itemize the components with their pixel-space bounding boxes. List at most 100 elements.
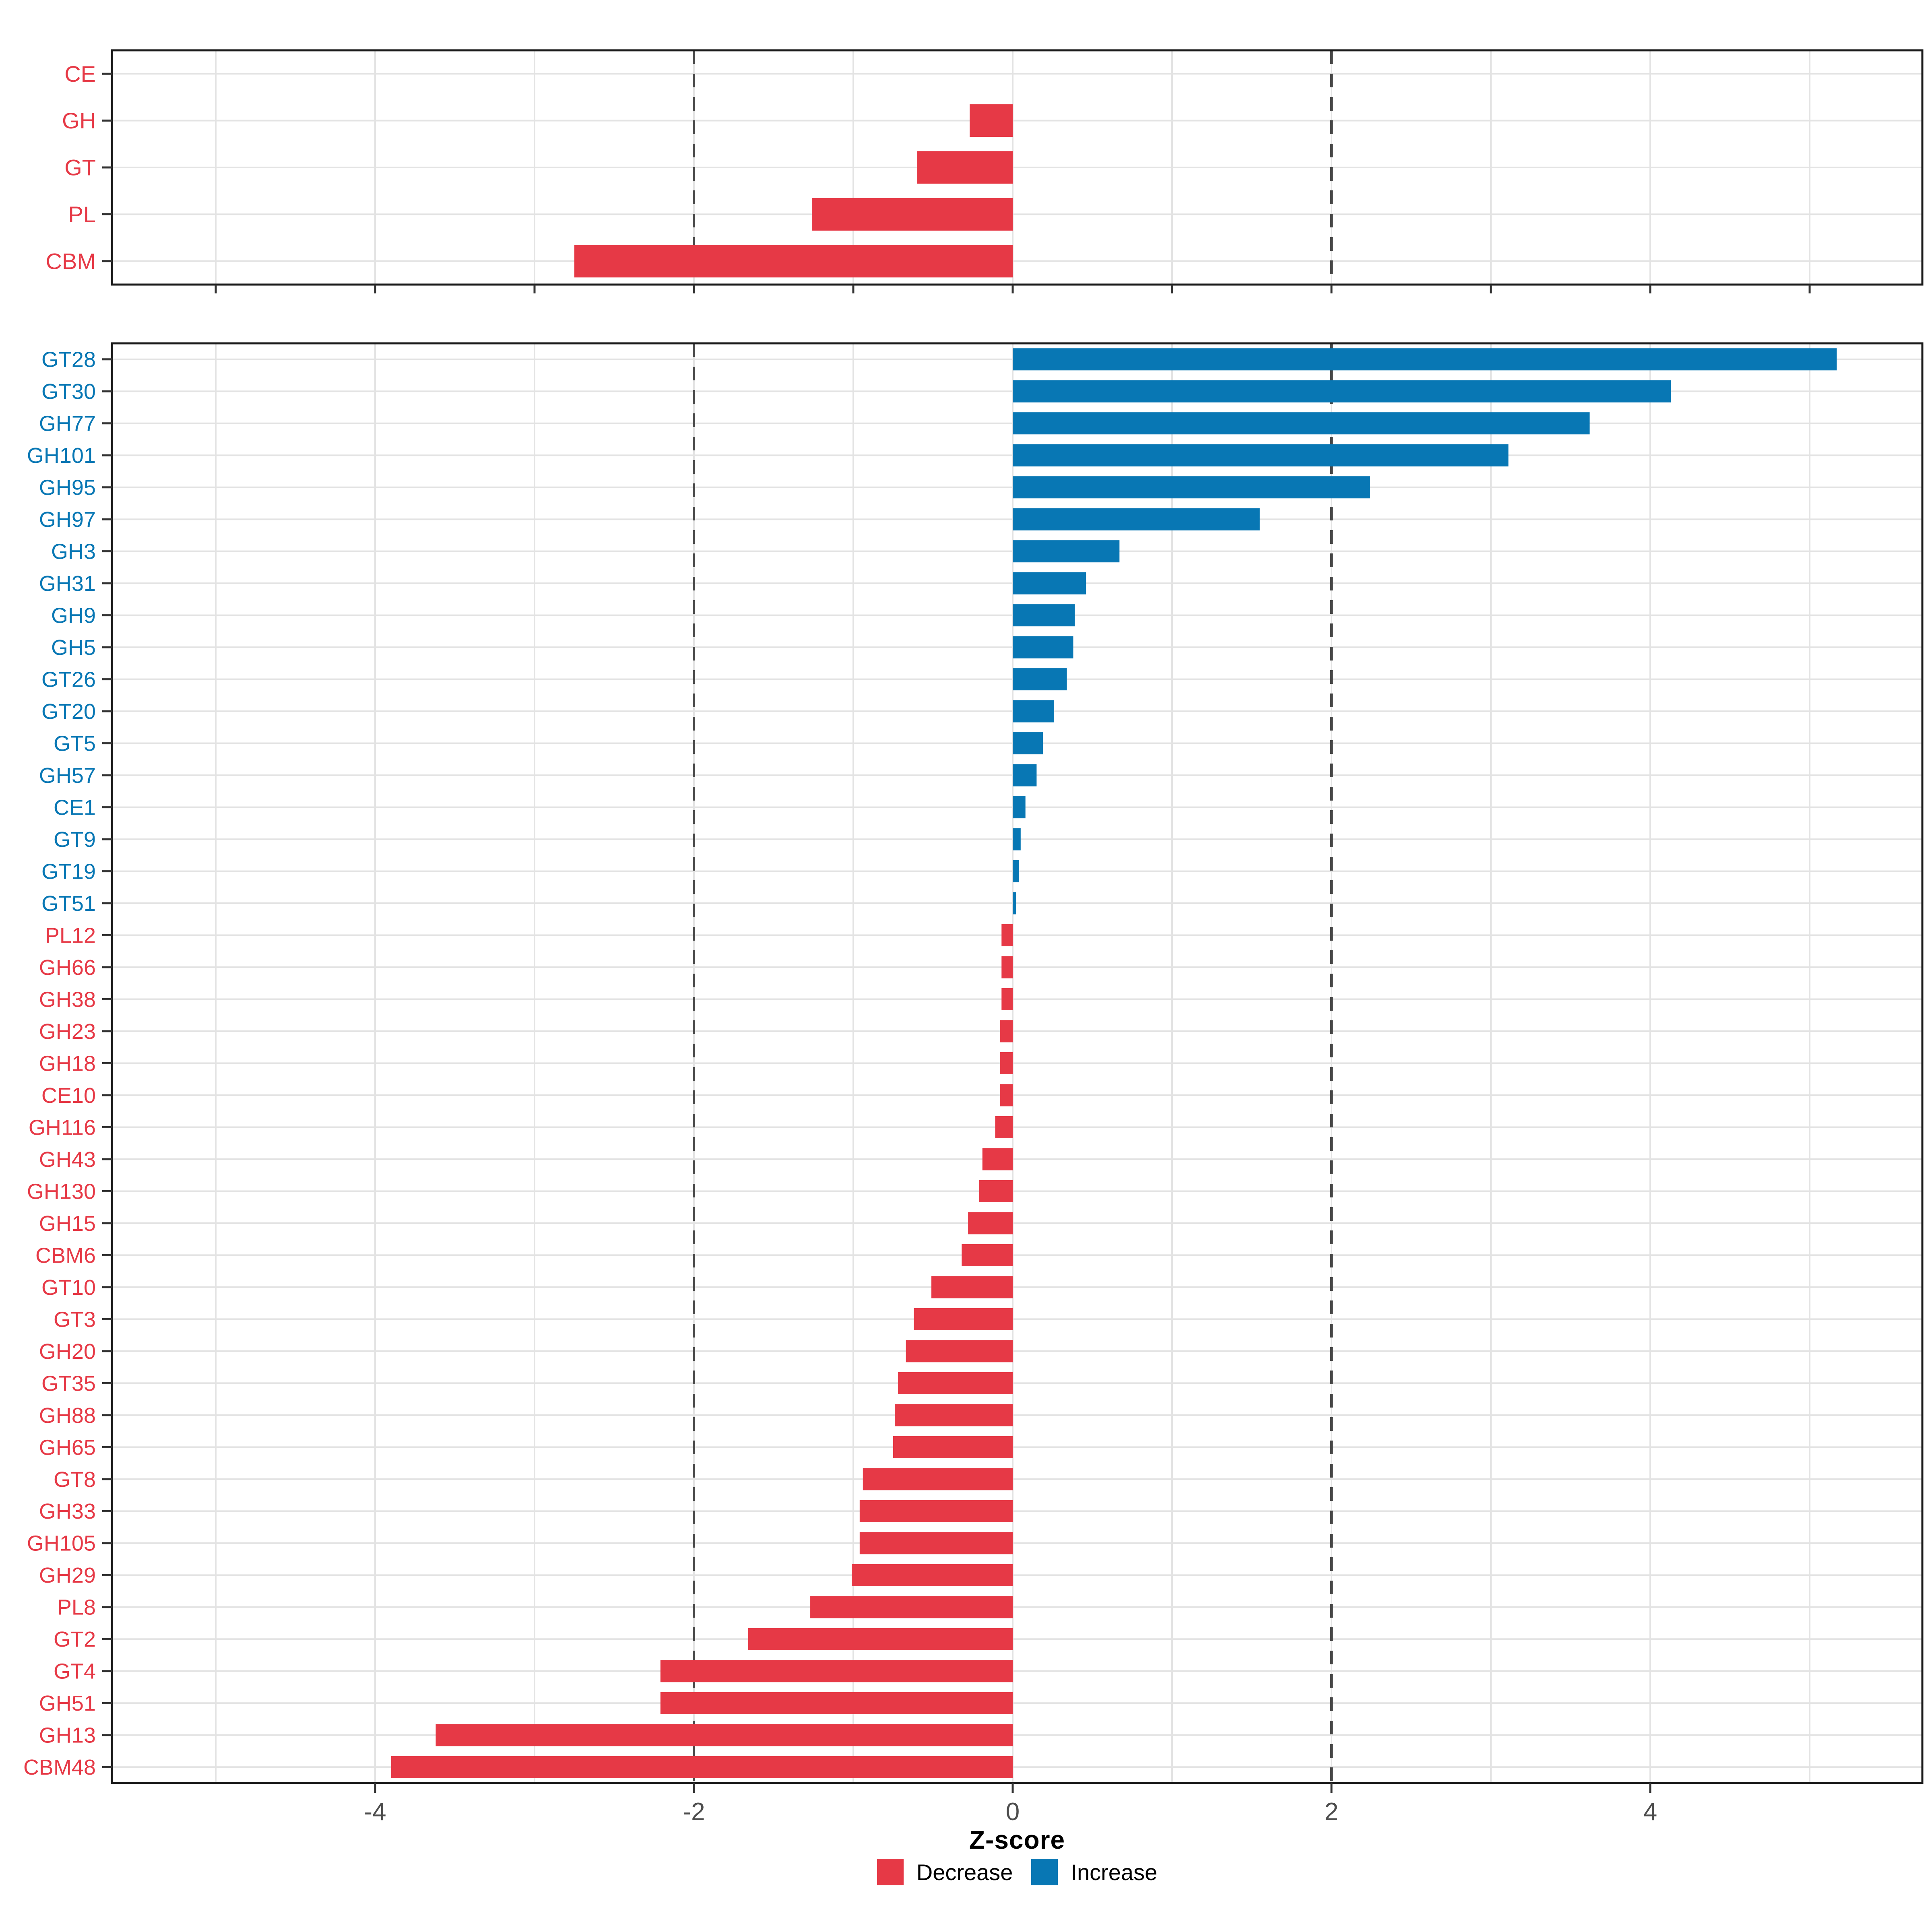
bar-CE10	[1000, 1084, 1013, 1106]
bar-GT28	[1013, 348, 1837, 371]
bar-GH20	[906, 1340, 1013, 1362]
row-label-GT35: GT35	[41, 1371, 96, 1395]
bar-GT26	[1013, 668, 1067, 691]
row-label-GT28: GT28	[41, 348, 96, 372]
bar-GH66	[1001, 956, 1013, 978]
row-label-CE: CE	[64, 61, 96, 87]
x-tick-label: -4	[364, 1798, 386, 1826]
bar-CE1	[1013, 796, 1026, 819]
bar-PL	[812, 198, 1013, 231]
row-label-GH3: GH3	[51, 540, 96, 564]
bar-GT3	[914, 1308, 1013, 1330]
row-label-CBM48: CBM48	[23, 1755, 96, 1779]
row-label-GT10: GT10	[41, 1276, 96, 1300]
row-label-GH77: GH77	[39, 412, 96, 436]
row-label-GH66: GH66	[39, 956, 96, 980]
bar-CBM	[574, 245, 1013, 278]
bar-GT4	[660, 1660, 1013, 1682]
row-label-GH20: GH20	[39, 1340, 96, 1364]
bar-GH77	[1013, 412, 1590, 435]
bar-GH51	[660, 1692, 1013, 1714]
bar-GH116	[995, 1116, 1013, 1138]
bar-GT2	[748, 1628, 1013, 1650]
bar-GT30	[1013, 380, 1671, 402]
row-label-GT5: GT5	[54, 732, 96, 756]
row-label-GT3: GT3	[54, 1307, 96, 1331]
bar-GH101	[1013, 444, 1509, 466]
bar-GH9	[1013, 604, 1075, 627]
row-label-CBM: CBM	[46, 248, 96, 274]
bar-GT20	[1013, 700, 1054, 722]
bar-GH95	[1013, 476, 1370, 499]
row-label-GH116: GH116	[29, 1115, 96, 1139]
row-label-GH57: GH57	[39, 764, 96, 788]
bar-GH18	[1000, 1052, 1013, 1074]
bar-CBM48	[391, 1756, 1013, 1778]
row-label-GH95: GH95	[39, 476, 96, 500]
legend-swatch-increase-icon	[1031, 1859, 1058, 1885]
bar-GH65	[893, 1436, 1013, 1458]
x-tick-label: 2	[1325, 1798, 1338, 1826]
row-label-GH38: GH38	[39, 987, 96, 1011]
row-label-GH23: GH23	[39, 1020, 96, 1044]
row-label-GH29: GH29	[39, 1563, 96, 1587]
row-label-GH88: GH88	[39, 1404, 96, 1428]
row-label-GH9: GH9	[51, 604, 96, 628]
bar-GH13	[436, 1724, 1013, 1746]
legend: Decrease Increase	[112, 1859, 1922, 1885]
x-tick-label: -2	[683, 1798, 705, 1826]
row-label-GT8: GT8	[54, 1468, 96, 1492]
row-label-GH130: GH130	[27, 1179, 96, 1203]
bar-GH15	[968, 1212, 1013, 1234]
row-label-GH15: GH15	[39, 1212, 96, 1236]
row-label-GH33: GH33	[39, 1499, 96, 1523]
bar-GH130	[979, 1180, 1013, 1202]
bar-GH97	[1013, 508, 1260, 530]
row-label-GT19: GT19	[41, 859, 96, 883]
row-label-CE1: CE1	[54, 795, 96, 819]
row-label-GT26: GT26	[41, 668, 96, 692]
bar-GH5	[1013, 636, 1073, 658]
row-label-PL8: PL8	[57, 1596, 96, 1620]
x-tick-label: 0	[1006, 1798, 1020, 1826]
legend-swatch-decrease-icon	[877, 1859, 904, 1885]
row-label-GH51: GH51	[39, 1691, 96, 1715]
row-label-GT51: GT51	[41, 892, 96, 916]
bar-GH23	[1000, 1020, 1013, 1042]
row-label-GH13: GH13	[39, 1724, 96, 1748]
row-label-PL: PL	[68, 202, 96, 227]
row-label-GT4: GT4	[54, 1660, 96, 1684]
bar-GT8	[863, 1468, 1013, 1490]
row-label-GH: GH	[62, 108, 96, 133]
row-label-GH105: GH105	[27, 1532, 96, 1556]
x-tick-label: 4	[1643, 1798, 1657, 1826]
row-label-CE10: CE10	[41, 1084, 96, 1108]
row-label-GT20: GT20	[41, 700, 96, 724]
row-label-GH101: GH101	[27, 444, 96, 468]
bar-GT35	[898, 1372, 1013, 1394]
legend-label-decrease: Decrease	[916, 1859, 1013, 1885]
row-label-GH97: GH97	[39, 508, 96, 532]
bar-GT	[917, 151, 1013, 184]
row-label-GH5: GH5	[51, 636, 96, 660]
x-axis-title: Z-score	[969, 1825, 1065, 1854]
row-label-GH31: GH31	[39, 572, 96, 596]
row-label-GT9: GT9	[54, 828, 96, 852]
row-label-GH65: GH65	[39, 1435, 96, 1459]
bar-GH57	[1013, 764, 1037, 786]
row-label-GH43: GH43	[39, 1148, 96, 1172]
bar-PL12	[1001, 924, 1013, 947]
legend-item-increase: Increase	[1031, 1859, 1157, 1885]
bar-GH33	[859, 1500, 1013, 1522]
legend-item-decrease: Decrease	[877, 1859, 1013, 1885]
row-label-GH18: GH18	[39, 1051, 96, 1075]
bar-GT19	[1013, 860, 1019, 883]
bar-GH31	[1013, 572, 1086, 594]
bar-GT5	[1013, 732, 1043, 755]
bar-GT51	[1013, 892, 1016, 914]
bar-CBM6	[962, 1244, 1013, 1266]
bar-PL8	[810, 1596, 1013, 1618]
row-label-CBM6: CBM6	[35, 1243, 96, 1267]
